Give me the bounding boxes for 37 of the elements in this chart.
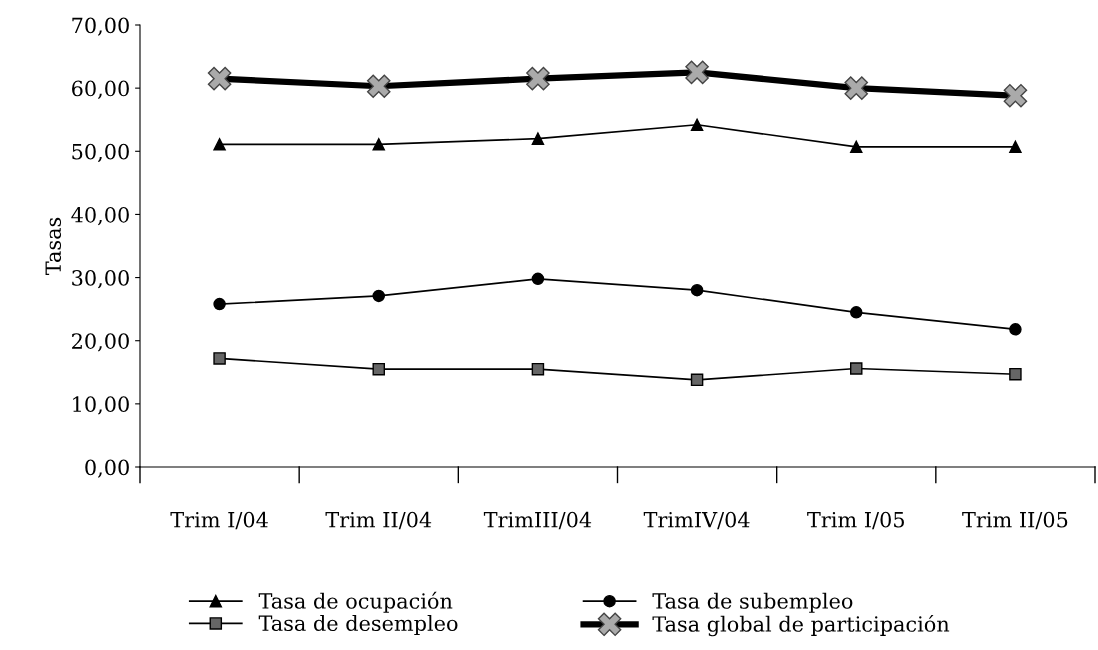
legend-label: Tasa de desempleo bbox=[258, 614, 458, 636]
point bbox=[372, 362, 386, 376]
x-tick-label: Trim II/05 bbox=[962, 511, 1068, 530]
legend-label: Tasa global de participación bbox=[652, 614, 950, 637]
point bbox=[213, 352, 226, 365]
y-tick-label: 30,00 bbox=[72, 270, 129, 289]
point bbox=[372, 138, 386, 151]
y-tick-label: 10,00 bbox=[73, 396, 129, 415]
point bbox=[690, 373, 704, 387]
x-tick-label: Trim I/04 bbox=[170, 511, 268, 530]
point bbox=[690, 118, 704, 132]
point bbox=[849, 306, 863, 319]
x-tick-label: Trim II/04 bbox=[325, 511, 432, 530]
legend-label: Tasa de ocupación bbox=[258, 591, 453, 613]
point bbox=[1009, 140, 1022, 154]
point bbox=[1009, 367, 1022, 381]
y-tick-label: 70,00 bbox=[72, 17, 129, 36]
point bbox=[849, 362, 863, 375]
legend-label: Tasa de subempleo bbox=[652, 592, 853, 613]
x-tick-label: TrimIV/04 bbox=[643, 511, 750, 530]
y-axis-title: Tasas bbox=[45, 217, 62, 276]
y-tick-label: 0,00 bbox=[85, 459, 129, 478]
point bbox=[849, 140, 863, 154]
point bbox=[531, 362, 545, 376]
point bbox=[372, 289, 386, 303]
point bbox=[690, 283, 704, 297]
point bbox=[1009, 323, 1022, 336]
point bbox=[213, 138, 226, 151]
point bbox=[213, 297, 226, 311]
point bbox=[531, 272, 545, 286]
y-tick-label: 60,00 bbox=[72, 80, 129, 99]
y-tick-label: 50,00 bbox=[72, 143, 129, 163]
y-tick-label: 20,00 bbox=[72, 333, 129, 352]
x-tick-label: Trim I/05 bbox=[807, 511, 904, 530]
y-tick-label: 40,00 bbox=[71, 206, 129, 226]
x-tick-label: TrimIII/04 bbox=[483, 511, 592, 530]
point bbox=[531, 132, 545, 145]
